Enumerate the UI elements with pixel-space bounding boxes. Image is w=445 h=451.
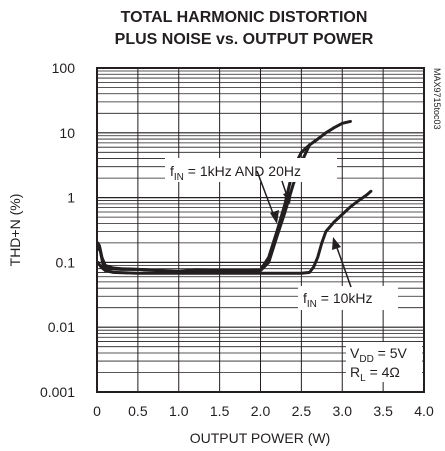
y-tick-label: 0.1 [56,254,76,270]
fin-low-label: fIN = 1kHz AND 20Hz [170,163,301,183]
y-axis-label: THD+N (%) [7,194,23,267]
fin-high-label: fIN = 10kHz [303,290,373,310]
plot-frame [96,67,425,393]
fin-low-arrow-2-head [283,191,292,204]
y-tick-label: 100 [52,60,76,76]
x-tick-label: 2.5 [292,403,312,419]
fin-low-label-bg [165,158,337,182]
fin-high-label-bg [298,286,398,310]
conditions-bg [346,342,422,382]
x-tick-label: 1.5 [210,403,230,419]
x-axis-label: OUTPUT POWER (W) [190,430,331,446]
x-tick-label: 4.0 [414,403,434,419]
y-tick-label: 10 [59,125,75,141]
x-tick-label: 2.0 [251,403,271,419]
fin-low-arrow-1-line [256,170,275,217]
x-tick-label: 3.0 [333,403,353,419]
fin-low-arrow-1-head [270,210,279,224]
x-tick-label: 0.5 [128,403,148,419]
x-tick-label: 1.0 [169,403,189,419]
series-line-3 [96,189,373,275]
y-tick-label: 1 [67,190,75,206]
rl-label: RL = 4Ω [350,364,400,384]
annotations: fIN = 1kHz AND 20Hz fIN = 10kHz VDD = 5V… [165,158,422,384]
chart-title-line1: TOTAL HARMONIC DISTORTION [121,9,368,26]
chart-title-line2: PLUS NOISE vs. OUTPUT POWER [115,31,374,48]
fin-high-arrow-line [335,244,352,288]
y-tick-labels: 0.001 0.01 0.1 1 10 100 [40,60,75,400]
series-group [96,119,373,275]
x-tick-label: 3.5 [373,403,393,419]
y-tick-label: 0.01 [48,319,75,335]
figure-id: MAX9715toc03 [432,68,442,130]
y-tick-label: 0.001 [40,384,75,400]
vdd-label: VDD = 5V [350,345,408,365]
series-line-1 [96,119,352,273]
fin-high-arrow-head [332,237,341,250]
x-tick-label: 0 [93,403,101,419]
series-line-2 [96,143,312,274]
x-tick-labels: 0 0.5 1.0 1.5 2.0 2.5 3.0 3.5 4.0 [93,403,434,419]
